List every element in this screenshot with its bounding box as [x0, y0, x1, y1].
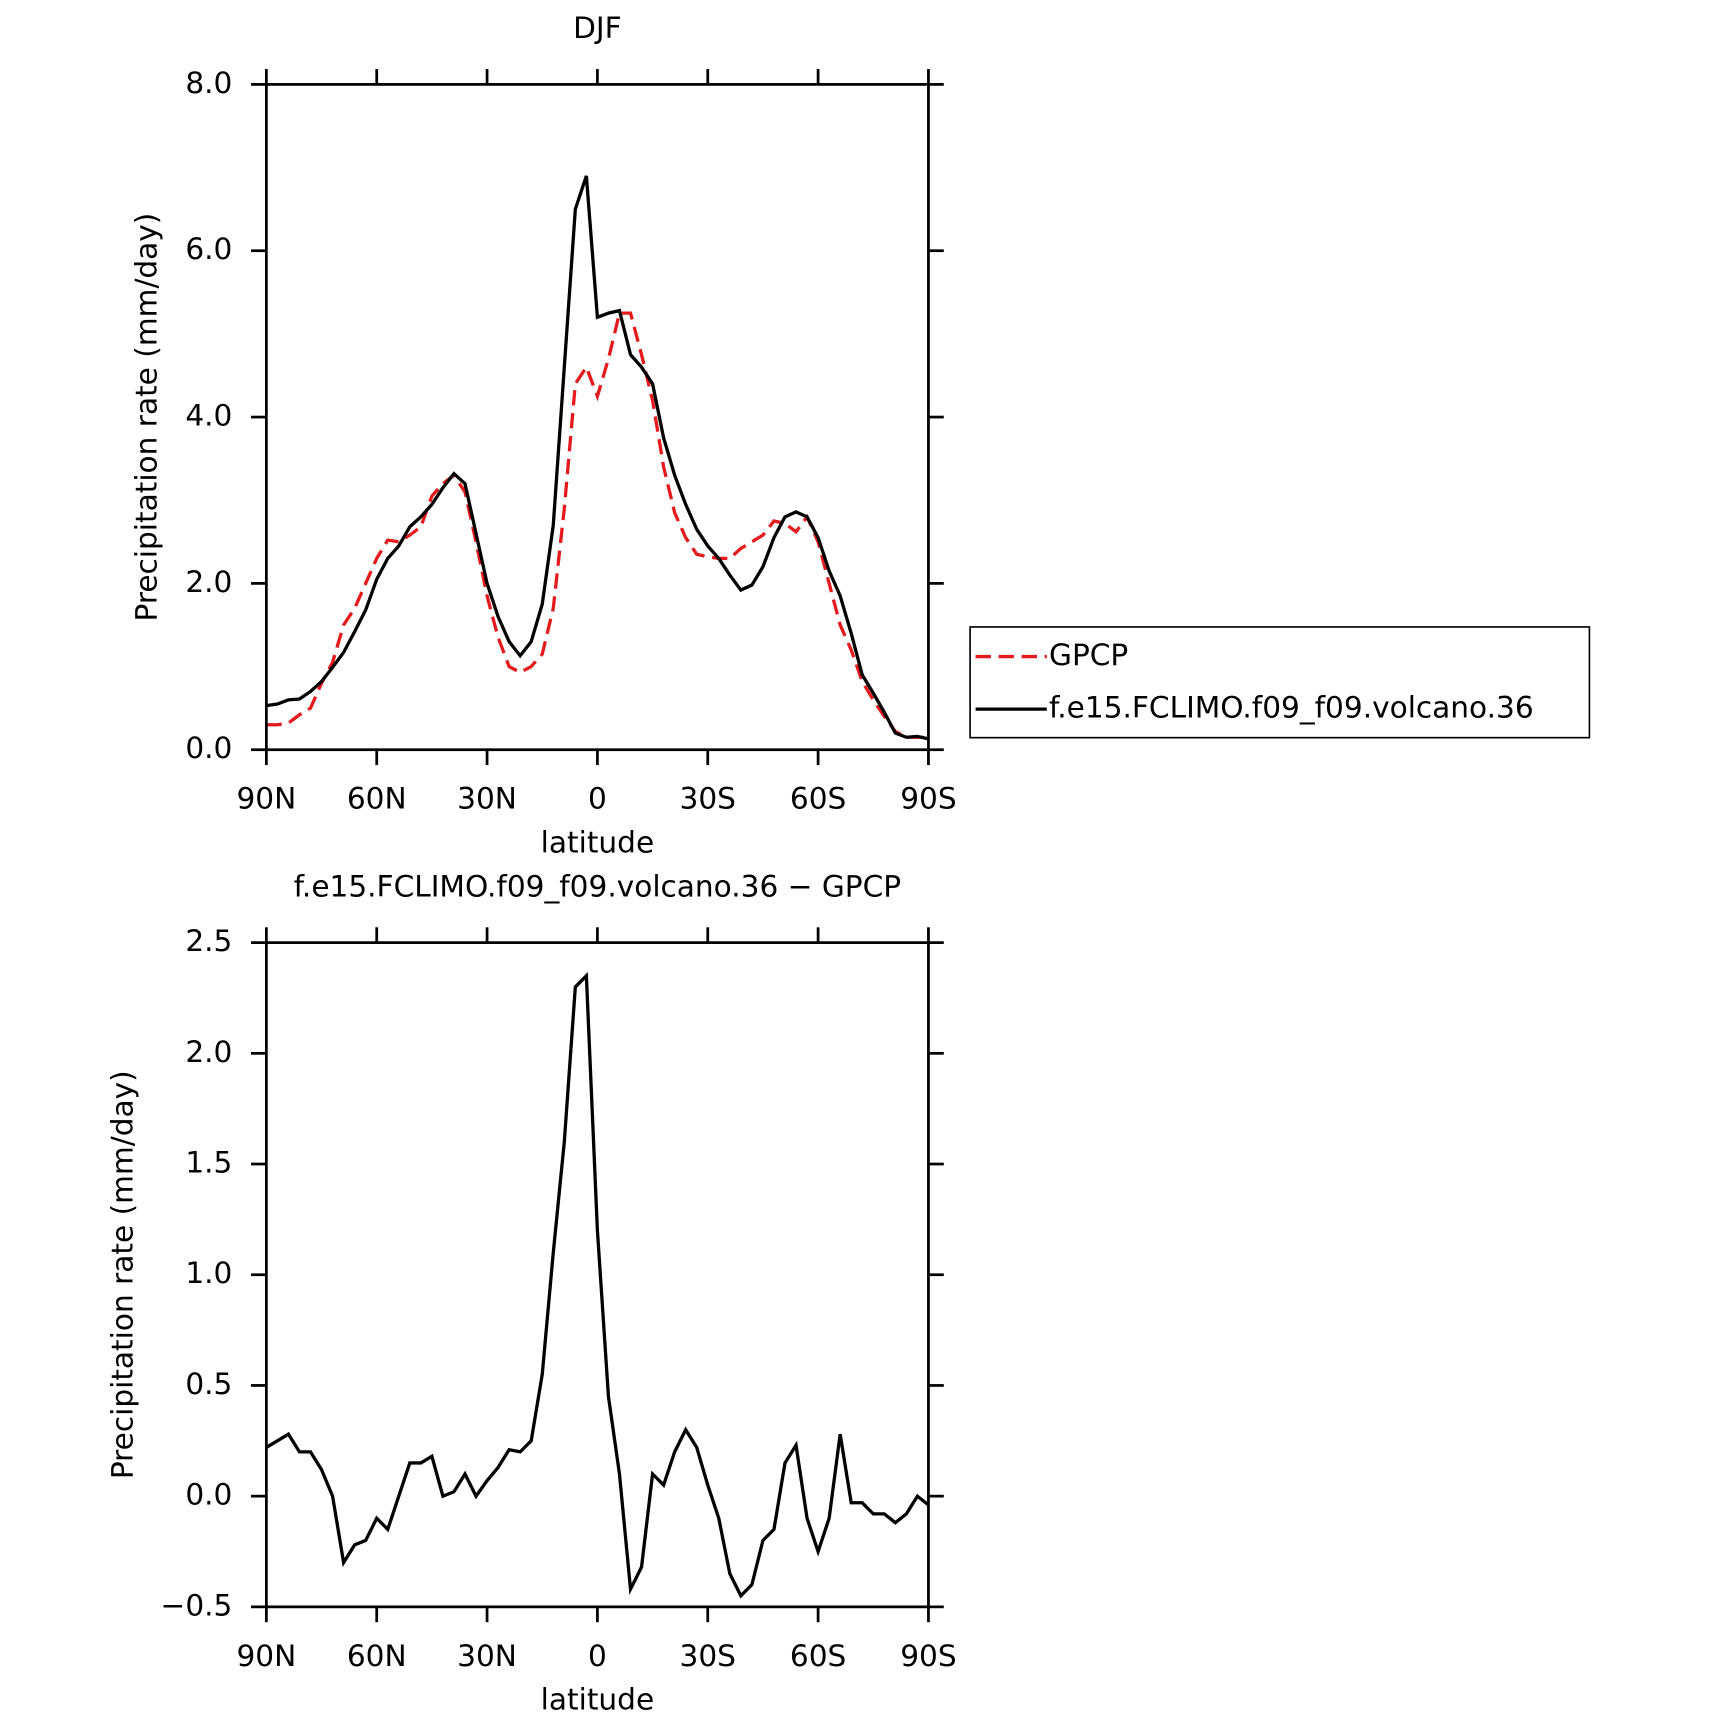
chart-title: f.e15.FCLIMO.f09_f09.volcano.36 − GPCP	[294, 869, 901, 903]
x-axis-label: latitude	[541, 1683, 654, 1717]
y-tick-label: 8.0	[185, 66, 232, 100]
data-line	[266, 175, 929, 741]
y-tick-label: 2.0	[185, 565, 232, 599]
legend-label: GPCP	[1049, 638, 1128, 672]
x-tick-label: 90N	[236, 1639, 296, 1673]
y-tick-label: 0.0	[185, 731, 232, 765]
y-tick-label: 6.0	[185, 232, 232, 266]
x-tick-label: 30S	[680, 782, 736, 816]
y-axis-label: Precipitation rate (mm/day)	[105, 1070, 139, 1479]
y-tick-label: 0.5	[185, 1367, 232, 1401]
y-tick-label: 4.0	[185, 399, 232, 433]
y-tick-label: 2.0	[185, 1035, 232, 1069]
y-tick-label: 0.0	[185, 1478, 232, 1512]
chart-title: DJF	[573, 11, 622, 45]
x-tick-label: 30N	[457, 1639, 517, 1673]
x-tick-label: 90S	[900, 782, 956, 816]
x-tick-label: 60N	[347, 1639, 407, 1673]
x-tick-label: 90S	[900, 1639, 956, 1673]
data-line	[266, 311, 929, 739]
y-axis-label: Precipitation rate (mm/day)	[129, 213, 163, 622]
y-tick-label: −0.5	[161, 1588, 233, 1622]
data-line	[265, 972, 930, 1599]
y-tick-label: 1.0	[185, 1256, 232, 1290]
x-tick-label: 0	[588, 1639, 607, 1673]
x-tick-label: 60S	[790, 1639, 846, 1673]
x-tick-label: 90N	[236, 782, 296, 816]
plot-frame	[264, 83, 930, 752]
x-tick-label: 60S	[790, 782, 846, 816]
x-tick-label: 60N	[347, 782, 407, 816]
x-axis-label: latitude	[541, 825, 654, 859]
legend-box	[969, 626, 1591, 739]
x-tick-label: 0	[588, 782, 607, 816]
plot-frame	[264, 941, 930, 1609]
y-tick-label: 1.5	[185, 1146, 232, 1180]
y-tick-label: 2.5	[185, 924, 232, 958]
x-tick-label: 30S	[680, 1639, 736, 1673]
legend-label: f.e15.FCLIMO.f09_f09.volcano.36	[1049, 691, 1534, 725]
x-tick-label: 30N	[457, 782, 517, 816]
